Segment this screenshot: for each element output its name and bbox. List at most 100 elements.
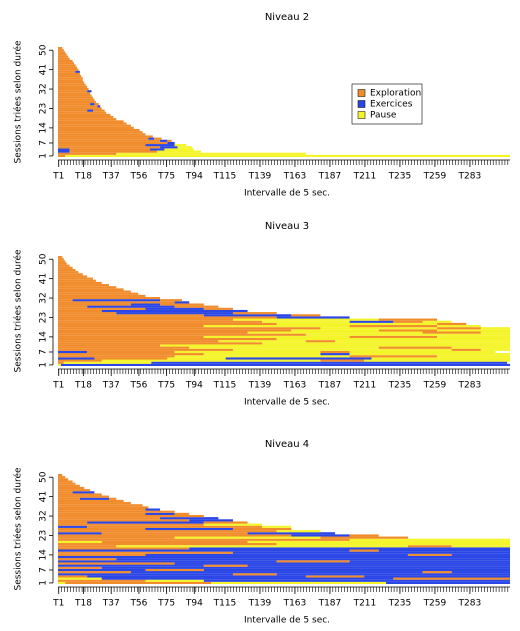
state-run	[58, 530, 277, 533]
state-run	[407, 545, 452, 548]
state-run	[58, 281, 102, 285]
x-axis-comb	[58, 369, 509, 374]
state-run	[58, 126, 134, 129]
state-run	[58, 335, 204, 338]
x-tick-label: T18	[74, 172, 92, 182]
state-run	[58, 124, 131, 127]
state-run	[58, 116, 114, 119]
state-run	[58, 486, 85, 490]
state-run	[58, 331, 248, 334]
state-run	[386, 581, 510, 584]
state-run	[58, 273, 83, 276]
state-run	[101, 309, 248, 313]
x-tick-label: T75	[157, 172, 175, 182]
state-run	[349, 320, 394, 323]
state-run	[58, 150, 70, 153]
x-tick-label: T187	[318, 599, 342, 609]
state-run	[58, 100, 96, 104]
state-run	[58, 135, 153, 138]
state-run	[320, 353, 350, 356]
state-run	[87, 305, 175, 308]
state-run	[58, 279, 96, 282]
state-run	[58, 476, 66, 479]
state-run	[116, 312, 233, 315]
x-tick-label: T259	[423, 381, 447, 391]
y-axis-label: Sessions triées selon durée	[13, 467, 24, 590]
state-run	[291, 534, 350, 537]
state-run	[65, 581, 212, 584]
panel-title: Niveau 3	[265, 221, 309, 232]
state-run	[167, 357, 226, 360]
legend-label: Exploration	[370, 89, 421, 99]
y-tick-label: 23	[39, 312, 49, 323]
state-run	[58, 64, 76, 67]
state-run	[262, 320, 350, 323]
state-run	[116, 558, 511, 561]
state-run	[58, 562, 175, 565]
x-tick-label: T18	[74, 381, 92, 391]
state-run	[58, 540, 102, 544]
state-run	[58, 342, 263, 345]
state-run	[58, 575, 88, 578]
state-run	[58, 92, 91, 95]
state-run	[58, 141, 168, 145]
y-axis-label: Sessions triées selon durée	[13, 249, 24, 372]
x-tick-label: T259	[423, 172, 447, 182]
state-run	[58, 322, 277, 326]
state-run	[58, 547, 190, 550]
state-run	[58, 292, 139, 295]
state-run	[58, 543, 277, 546]
state-run	[58, 77, 83, 80]
state-run	[58, 87, 89, 91]
state-run	[58, 504, 143, 507]
panel-title: Niveau 2	[265, 12, 309, 23]
state-run	[349, 538, 510, 541]
state-run	[116, 152, 306, 155]
state-run	[451, 571, 510, 574]
state-run	[101, 540, 248, 544]
panel: Niveau 2 Intervalle de 5 sec. Sessions tri…	[13, 12, 511, 199]
state-run	[203, 307, 233, 310]
state-run	[92, 109, 105, 112]
state-run	[58, 312, 117, 315]
state-run	[58, 348, 233, 351]
state-run	[58, 120, 124, 123]
x-tick-label: T211	[353, 599, 377, 609]
state-run	[58, 133, 146, 136]
x-tick-label: T235	[388, 599, 412, 609]
x-tick-label: T139	[248, 172, 272, 182]
x-tick-label: T18	[74, 599, 92, 609]
state-run	[58, 506, 149, 509]
state-run	[58, 577, 102, 580]
state-run	[480, 327, 510, 330]
state-run	[148, 137, 155, 140]
y-tick-label: 14	[39, 122, 49, 134]
state-run	[203, 314, 292, 317]
panel: Niveau 3 Intervalle de 5 sec. Sessions tri…	[13, 221, 510, 408]
state-run	[58, 109, 88, 112]
x-tick-label: T75	[157, 381, 175, 391]
state-run	[437, 335, 510, 338]
state-run	[232, 312, 277, 315]
state-run	[58, 137, 149, 140]
state-run	[151, 361, 508, 364]
state-run	[58, 262, 67, 265]
state-run	[167, 141, 175, 145]
state-run	[58, 568, 146, 572]
state-run	[58, 85, 88, 88]
state-run	[58, 344, 161, 347]
state-run	[58, 545, 117, 548]
state-run	[94, 103, 99, 106]
state-run	[58, 79, 83, 82]
x-tick-label: T75	[157, 599, 175, 609]
state-run	[58, 525, 88, 528]
state-run	[58, 363, 61, 366]
x-axis-label: Intervalle de 5 sec.	[244, 616, 330, 626]
state-run	[167, 139, 172, 142]
state-run	[203, 564, 248, 567]
state-run	[72, 491, 95, 494]
state-run	[58, 353, 204, 356]
state-run	[145, 568, 204, 572]
state-run	[305, 333, 510, 336]
state-run	[58, 495, 110, 498]
